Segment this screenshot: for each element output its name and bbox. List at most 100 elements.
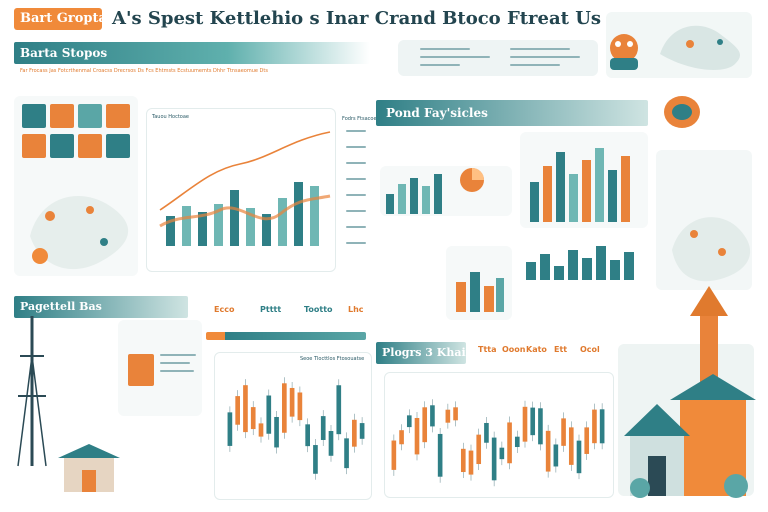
candle-body (568, 427, 574, 465)
bottom-right-chart-panel (384, 372, 614, 498)
lead-chart-bar (198, 212, 207, 246)
city-skyline-icon (456, 272, 504, 312)
candle-body (328, 431, 334, 456)
kpi-progress (206, 332, 366, 340)
bottom-left-chart-panel (214, 352, 372, 500)
candle-body (305, 424, 310, 447)
candle-body (476, 434, 482, 465)
pagoda-illustration-icon (624, 286, 756, 498)
header-badge-label: Bart Gropta (20, 11, 107, 26)
right-bar (608, 170, 617, 222)
line-chart-label: Fodrs Ftsacoeteus (342, 116, 388, 122)
candle-body (282, 383, 287, 433)
candle-body (227, 412, 233, 446)
lead-chart-caption: Tauou Hoctoae (152, 114, 190, 120)
mascot-right-icon (664, 96, 700, 128)
map-icon (660, 25, 740, 70)
lead-chart-wave (159, 194, 331, 228)
candle-body (530, 407, 536, 436)
lead-chart (159, 131, 331, 246)
fox-character-icon (610, 34, 638, 70)
candle-body (359, 423, 365, 439)
region-map-icon (30, 196, 129, 270)
candle-body (243, 385, 248, 433)
lead-chart-bar (214, 204, 223, 246)
candle-body (289, 387, 295, 417)
candle-body (545, 430, 551, 472)
candle-body (313, 445, 318, 474)
kpi-3: Lhc (348, 305, 364, 314)
right-bar (595, 148, 604, 222)
pie-chart-icon (460, 168, 484, 192)
pagoda-tower-icon (17, 316, 47, 467)
pie-panel-bars (386, 174, 442, 214)
page-title: A's Spest Kettlehio s Inar Crand Btoco F… (112, 8, 602, 29)
section-subtitle-left-top: Far Frocass Jas Fotcrthenmal Croacss Dre… (20, 68, 268, 74)
section-bar-right (376, 100, 648, 126)
candle-body (484, 422, 489, 443)
candle-body (538, 408, 543, 445)
bottom-chart-label: Seoe Tlocttlos Ftosouatse (300, 356, 365, 362)
lead-chart-bar (230, 190, 239, 246)
right-bar-chart (530, 148, 630, 222)
right-bar (556, 152, 565, 222)
candle-body (352, 419, 357, 447)
stat-chip-4: Ocol (580, 345, 600, 354)
mid-bar (526, 262, 536, 280)
stat-chip-1: Ooon (502, 345, 526, 354)
pie-panel-bar (410, 178, 418, 214)
candle-body (336, 385, 342, 435)
candle-body (437, 433, 443, 477)
right-bar (569, 174, 578, 222)
stat-chip-2: Kato (526, 345, 547, 354)
candle-body (235, 396, 240, 425)
pie-panel-bar (434, 174, 442, 214)
stat-chip-0: Ttta (478, 345, 497, 354)
candle-body (576, 440, 582, 474)
mid-bar-chart (526, 246, 634, 280)
section-bar-bottom-right (376, 342, 466, 364)
mid-bar (624, 252, 634, 280)
candle-body (453, 407, 458, 421)
mid-bar (582, 258, 592, 280)
right-bar (582, 160, 591, 222)
candle-body (414, 417, 420, 455)
candle-body (592, 409, 597, 444)
lead-chart-bar (310, 186, 319, 246)
right-bar (530, 182, 539, 222)
candle-body (274, 416, 279, 448)
section-title-bottom-right: Plogrs 3 Khaits (382, 346, 477, 359)
right-bar (543, 166, 552, 222)
candle-body (297, 392, 303, 421)
kpi-1: Ptttt (260, 305, 282, 314)
pie-panel-bar (386, 194, 394, 214)
candle-body (258, 423, 264, 437)
temple-building-icon (58, 444, 120, 492)
candle-body (399, 430, 404, 445)
candle-body (553, 444, 559, 467)
mid-bar (554, 266, 564, 280)
section-bar-middle-left (14, 296, 188, 318)
mid-bar (596, 246, 606, 280)
right-bar (621, 156, 630, 222)
section-title-left-top: Barta Stopos (20, 46, 108, 60)
candle-body (514, 436, 520, 448)
candle-body (250, 407, 256, 430)
kpi-2: Tootto (304, 305, 333, 314)
candle-body (266, 395, 272, 434)
pie-panel-bar (398, 184, 406, 214)
candle-body (460, 448, 466, 473)
top-right-panel (398, 40, 598, 76)
kpi-0: Ecco (214, 305, 235, 314)
pie-panel-bar (422, 186, 430, 214)
region-map-right-icon (672, 217, 751, 282)
candle-body (499, 447, 505, 460)
lead-chart-bar (262, 214, 271, 246)
mid-bar (568, 250, 578, 280)
icon-grid (22, 104, 130, 164)
lead-chart-bar (166, 216, 175, 246)
candle-body (406, 415, 412, 428)
candle-body (491, 437, 497, 481)
section-title-middle-left: Pagettell Bas (20, 300, 102, 313)
candle-body (422, 407, 428, 443)
